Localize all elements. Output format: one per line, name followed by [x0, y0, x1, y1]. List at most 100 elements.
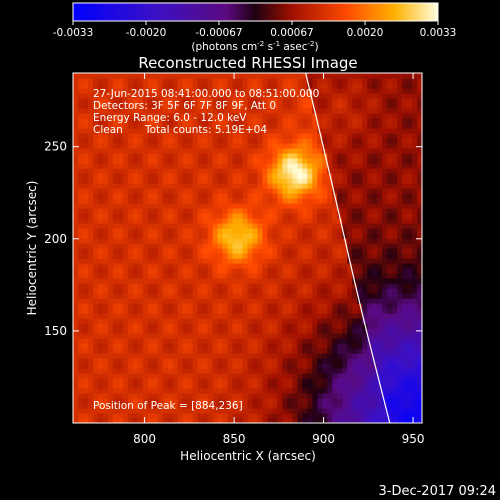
heatmap-cell — [387, 288, 393, 294]
heatmap-cell — [382, 298, 388, 304]
heatmap-cell — [152, 158, 159, 164]
heatmap-cell — [182, 103, 189, 109]
heatmap-cell — [372, 148, 378, 154]
heatmap-cell — [352, 373, 358, 379]
heatmap-cell — [292, 223, 298, 229]
heatmap-cell — [362, 133, 368, 139]
heatmap-cell — [322, 228, 328, 234]
heatmap-cell — [197, 353, 204, 359]
heatmap-cell — [302, 103, 308, 109]
heatmap-cell — [157, 248, 164, 254]
heatmap-cell — [252, 358, 259, 364]
heatmap-cell — [387, 163, 393, 169]
heatmap-cell — [272, 243, 279, 249]
heatmap-cell — [192, 348, 199, 354]
heatmap-cell — [312, 288, 318, 294]
heatmap-cell — [407, 318, 413, 324]
heatmap-cell — [212, 163, 219, 169]
heatmap-cell — [147, 353, 154, 359]
heatmap-cell — [92, 243, 99, 249]
heatmap-cell — [177, 108, 184, 114]
heatmap-cell — [77, 348, 84, 354]
heatmap-cell — [377, 348, 383, 354]
heatmap-cell — [357, 103, 363, 109]
heatmap-cell — [92, 78, 99, 84]
heatmap-cell — [262, 258, 269, 264]
heatmap-cell — [362, 378, 368, 384]
heatmap-cell — [387, 268, 393, 274]
heatmap-cell — [267, 213, 274, 219]
heatmap-cell — [73, 138, 79, 144]
heatmap-cell — [367, 333, 373, 339]
heatmap-cell — [207, 403, 214, 409]
heatmap-cell — [187, 273, 194, 279]
heatmap-cell — [207, 98, 214, 104]
heatmap-cell — [267, 278, 274, 284]
heatmap-cell — [262, 353, 269, 359]
heatmap-cell — [257, 83, 264, 89]
heatmap-cell — [187, 153, 194, 159]
heatmap-cell — [262, 103, 269, 109]
heatmap-cell — [397, 278, 403, 284]
heatmap-cell — [412, 338, 418, 344]
heatmap-cell — [372, 73, 378, 79]
heatmap-cell — [92, 108, 99, 114]
heatmap-cell — [137, 408, 144, 414]
heatmap-cell — [82, 213, 89, 219]
heatmap-cell — [382, 73, 388, 79]
heatmap-cell — [252, 153, 259, 159]
heatmap-cell — [322, 303, 328, 309]
heatmap-cell — [77, 328, 84, 334]
heatmap-cell — [242, 213, 249, 219]
heatmap-cell — [297, 78, 303, 84]
heatmap-cell — [242, 158, 249, 164]
heatmap-cell — [217, 233, 224, 239]
heatmap-cell — [277, 408, 283, 414]
heatmap-cell — [397, 223, 403, 229]
heatmap-cell — [157, 78, 164, 84]
heatmap-cell — [212, 373, 219, 379]
heatmap-cell — [377, 108, 383, 114]
heatmap-cell — [87, 308, 94, 314]
heatmap-cell — [122, 113, 129, 119]
heatmap-cell — [337, 108, 343, 114]
heatmap-cell — [307, 168, 313, 174]
heatmap-cell — [372, 418, 378, 423]
heatmap-cell — [347, 98, 353, 104]
heatmap-cell — [417, 143, 422, 149]
heatmap-cell — [107, 228, 114, 234]
heatmap-cell — [237, 323, 244, 329]
heatmap-cell — [327, 88, 333, 94]
heatmap-cell — [297, 353, 303, 359]
heatmap-cell — [312, 278, 318, 284]
heatmap-cell — [227, 168, 234, 174]
heatmap-cell — [297, 238, 303, 244]
heatmap-cell — [102, 348, 109, 354]
x-tick-label: 900 — [312, 432, 335, 446]
heatmap-cell — [202, 223, 209, 229]
heatmap-cell — [207, 363, 214, 369]
heatmap-cell — [307, 98, 313, 104]
heatmap-cell — [167, 203, 174, 209]
heatmap-cell — [242, 403, 249, 409]
heatmap-cell — [257, 383, 264, 389]
heatmap-cell — [212, 228, 219, 234]
heatmap-cell — [92, 268, 99, 274]
heatmap-cell — [332, 293, 338, 299]
heatmap-cell — [192, 163, 199, 169]
heatmap-cell — [152, 418, 159, 423]
heatmap-cell — [352, 148, 358, 154]
heatmap-cell — [182, 418, 189, 423]
heatmap-cell — [272, 223, 279, 229]
heatmap-cell — [307, 93, 313, 99]
heatmap-cell — [367, 378, 373, 384]
heatmap-cell — [82, 88, 89, 94]
heatmap-cell — [242, 118, 249, 124]
heatmap-cell — [392, 188, 398, 194]
heatmap-cell — [247, 318, 254, 324]
heatmap-cell — [292, 163, 298, 169]
heatmap-cell — [217, 213, 224, 219]
heatmap-cell — [172, 133, 179, 139]
heatmap-cell — [107, 263, 114, 269]
heatmap-cell — [272, 308, 279, 314]
